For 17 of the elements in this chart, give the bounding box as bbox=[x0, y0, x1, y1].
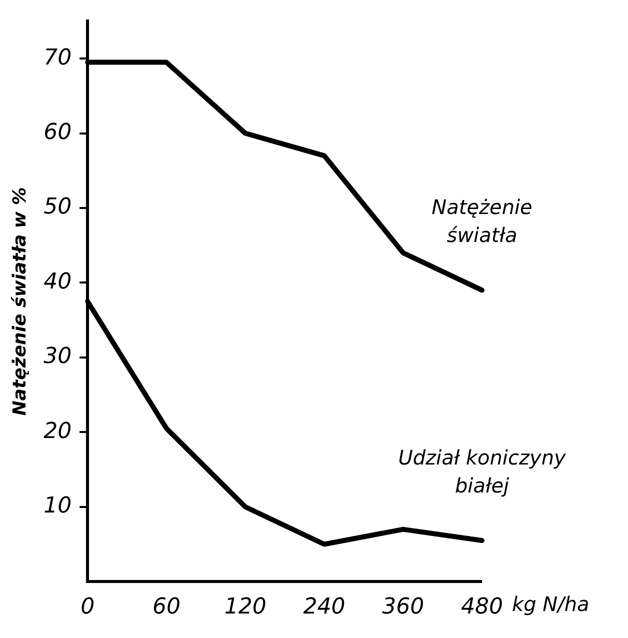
series-label: Udział koniczyny białej bbox=[398, 446, 567, 498]
y-tick-label: 50 bbox=[44, 194, 72, 220]
x-tick-label: 360 bbox=[382, 594, 424, 620]
x-tick-label: 240 bbox=[303, 594, 346, 620]
y-tick-label: 70 bbox=[44, 45, 72, 70]
x-tick-label: 120 bbox=[224, 594, 266, 620]
y-tick-label: 40 bbox=[44, 269, 72, 294]
x-tick-label: 480 bbox=[461, 594, 503, 620]
y-tick-label: 30 bbox=[44, 344, 72, 370]
x-axis-title: kg N/ha bbox=[512, 592, 590, 616]
x-tick-label: 60 bbox=[152, 594, 180, 620]
y-axis-title: Natężenie światła w % bbox=[9, 187, 30, 416]
y-tick-label: 60 bbox=[44, 120, 72, 145]
y-tick-label: 10 bbox=[44, 494, 72, 519]
x-tick-label: 0 bbox=[80, 594, 95, 620]
series-label: Natężenie światła bbox=[432, 195, 532, 248]
y-tick-label: 20 bbox=[44, 418, 72, 444]
